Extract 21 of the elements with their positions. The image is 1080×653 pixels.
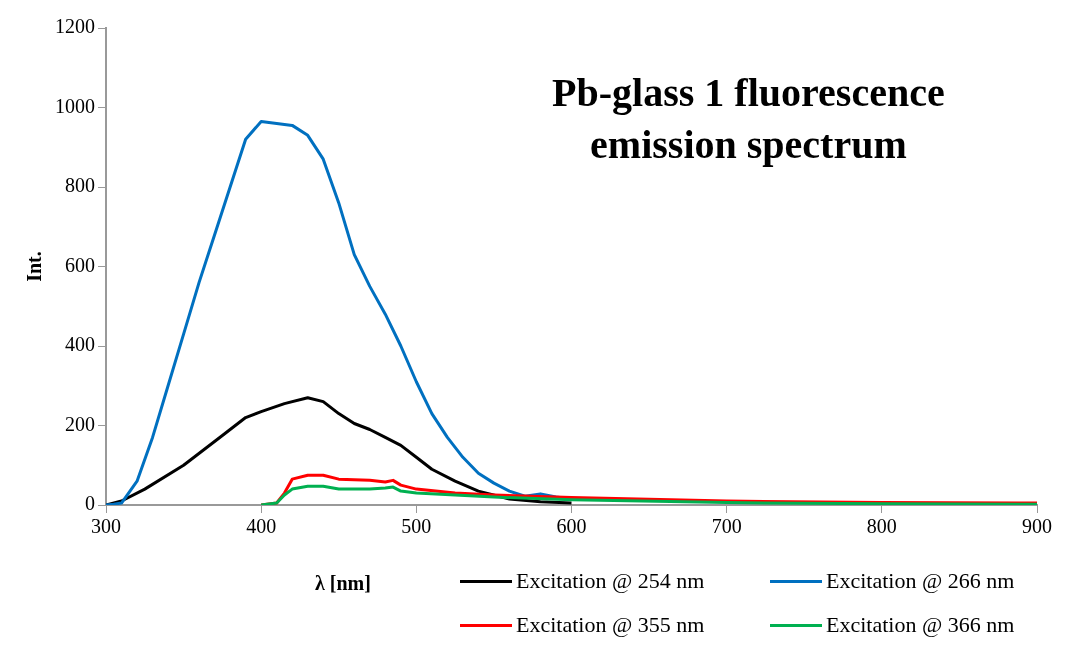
x-tick-label: 600 [556,515,587,538]
legend-label: Excitation @ 366 nm [826,612,1015,638]
legend-label: Excitation @ 355 nm [516,612,705,638]
text: Pb-glass 1 fluorescence emission spectrum [552,70,945,167]
y-axis-title: Int. [23,251,46,282]
y-tick-label: 200 [65,412,95,435]
y-tick-label: 1200 [55,15,95,38]
x-tick-label: 900 [1022,515,1052,538]
y-tick-label: 600 [65,253,95,276]
x-tick-label: 700 [711,515,742,538]
x-tick-label: 500 [401,515,432,538]
y-tick-label: 800 [65,174,95,197]
x-tick-label: 300 [91,515,121,538]
x-axis-title: λ [nm] [315,572,371,595]
legend-label: Excitation @ 266 nm [826,568,1015,594]
x-tick-label: 400 [246,515,277,538]
y-tick-label: 0 [85,492,95,515]
legend-label: Excitation @ 254 nm [516,568,705,594]
y-tick-label: 400 [65,333,95,356]
x-tick-label: 800 [866,515,897,538]
y-tick-label: 1000 [55,94,95,117]
